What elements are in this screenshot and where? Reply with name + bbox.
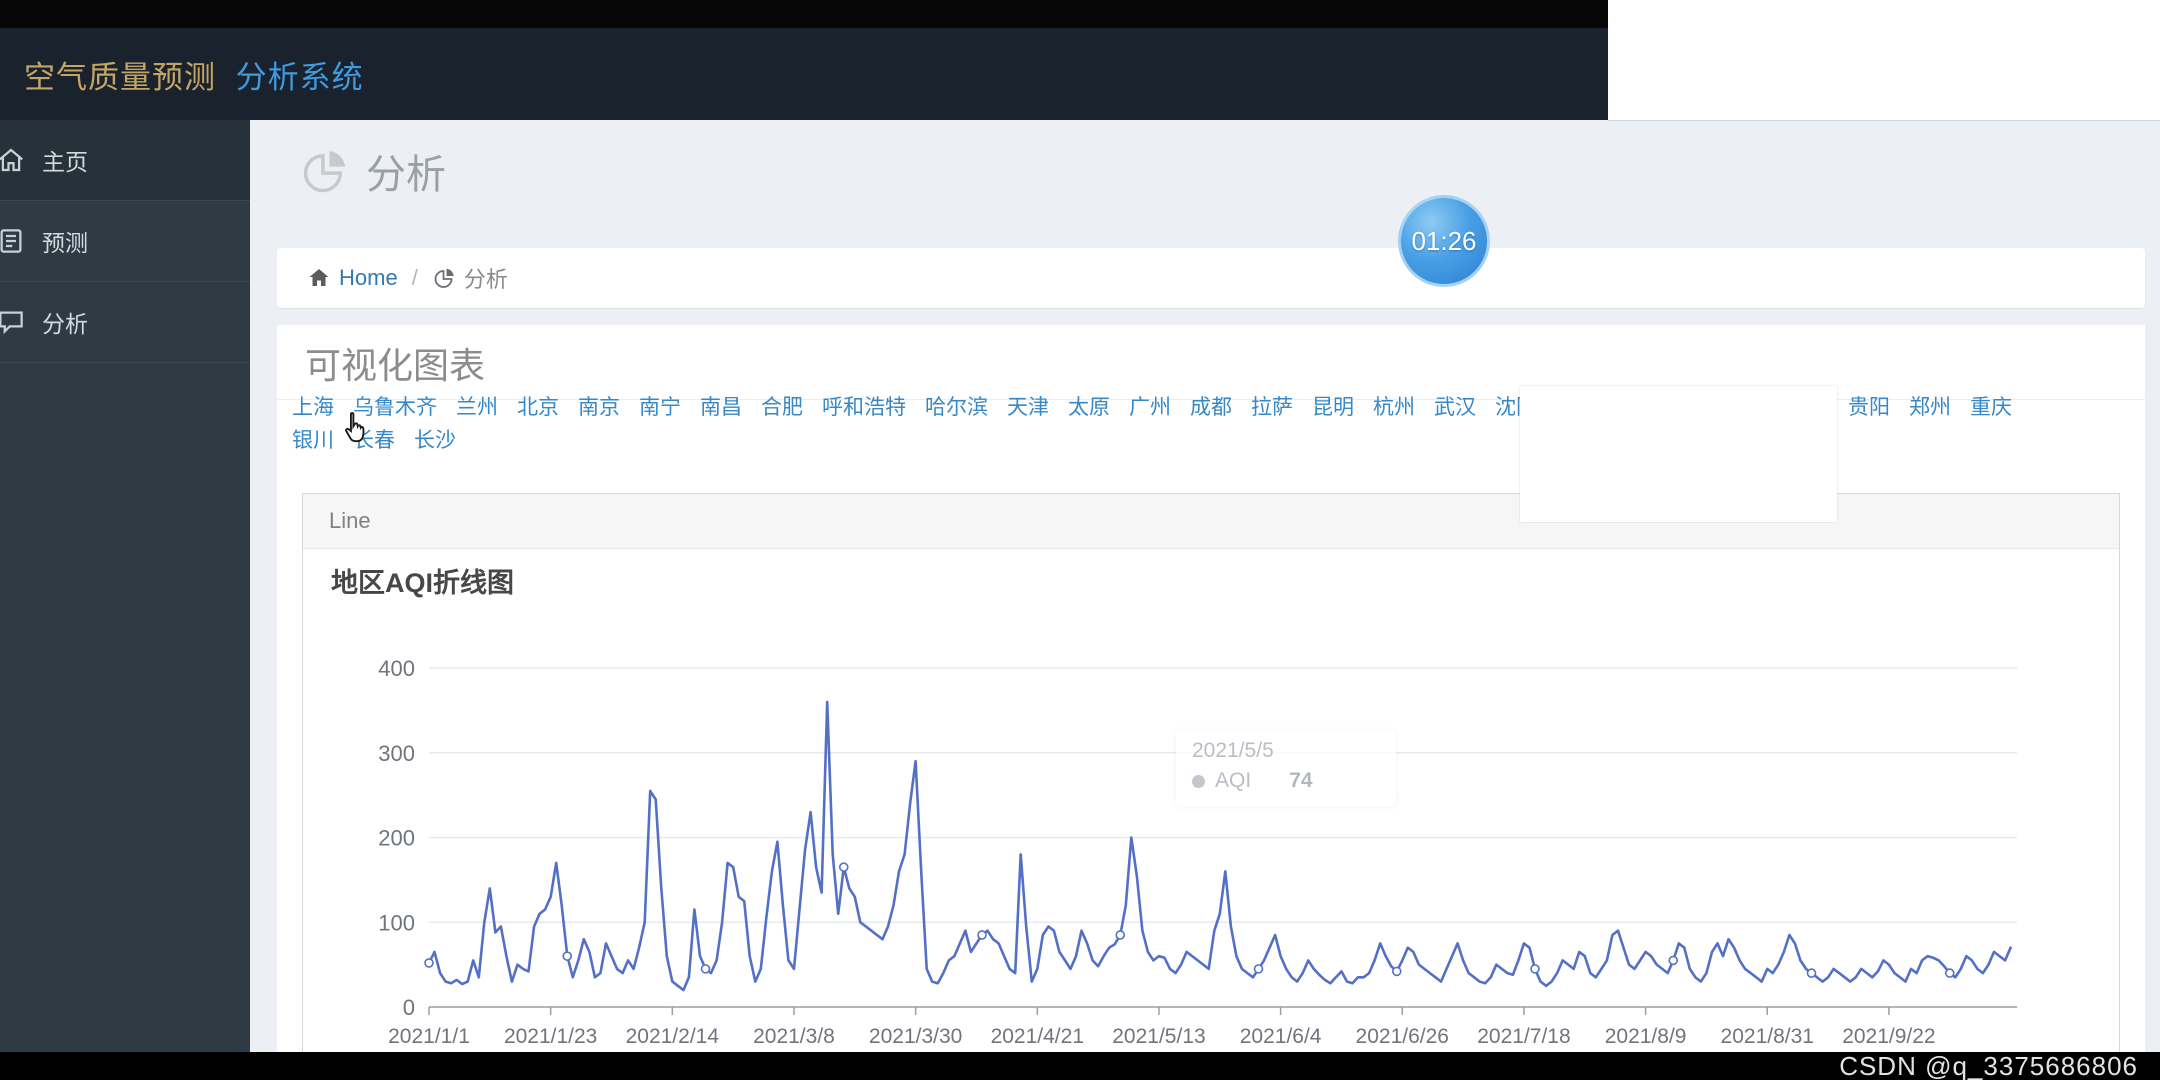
- city-link-杭州[interactable]: 杭州: [1373, 396, 1415, 419]
- city-link-南京[interactable]: 南京: [578, 396, 620, 419]
- sidebar-item-label: 预测: [42, 230, 88, 256]
- recording-timer-badge: 01:26: [1398, 195, 1490, 287]
- city-link-上海[interactable]: 上海: [292, 396, 334, 419]
- chart-tooltip: 2021/5/5 AQI 74: [1176, 731, 1396, 807]
- svg-text:2021/6/4: 2021/6/4: [1240, 1025, 1322, 1048]
- svg-text:2021/1/23: 2021/1/23: [504, 1025, 597, 1048]
- tooltip-value: 74: [1289, 769, 1313, 792]
- breadcrumb-separator: /: [411, 265, 418, 290]
- home-icon: [0, 145, 26, 175]
- svg-text:2021/8/9: 2021/8/9: [1605, 1025, 1687, 1048]
- svg-text:300: 300: [378, 741, 415, 766]
- svg-text:200: 200: [378, 826, 415, 851]
- panel-header: Line: [303, 494, 2119, 549]
- city-links-row-1: 上海 乌鲁木齐 兰州 北京 南京 南宁 南昌 合肥 呼和浩特 哈尔滨 天津 太原 广州 成都 拉萨 昆明 杭州武…: [292, 391, 1537, 421]
- city-link-贵阳[interactable]: 贵阳: [1848, 396, 1890, 419]
- city-link-合肥[interactable]: 合肥: [761, 396, 803, 419]
- pie-chart-icon: [432, 266, 456, 290]
- city-links-row-2: 银川 长春 长沙: [292, 424, 456, 454]
- city-link-广州[interactable]: 广州: [1129, 396, 1171, 419]
- app-title-secondary: 分析系统: [235, 59, 364, 95]
- city-link-呼和浩特[interactable]: 呼和浩特: [822, 396, 906, 419]
- mouse-cursor-icon: [338, 410, 372, 448]
- city-link-南昌[interactable]: 南昌: [700, 396, 742, 419]
- svg-text:2021/2/14: 2021/2/14: [626, 1025, 720, 1048]
- svg-text:2021/8/31: 2021/8/31: [1721, 1025, 1814, 1048]
- home-icon: [307, 266, 331, 290]
- white-patch-overlay: [1608, 0, 2160, 120]
- book-icon: [0, 226, 26, 256]
- aqi-line-chart[interactable]: 0 100 200 300 400 2021/1/1 2021/1/23 2021/2/14 2…: [303, 549, 2119, 1080]
- svg-text:400: 400: [378, 656, 415, 681]
- app-title-primary: 空气质量预测: [24, 59, 216, 95]
- city-link-银川[interactable]: 银川: [292, 429, 334, 452]
- city-link-长沙[interactable]: 长沙: [414, 429, 456, 452]
- city-link-成都[interactable]: 成都: [1190, 396, 1232, 419]
- sidebar-item-label: 分析: [42, 311, 88, 337]
- section-title: 可视化图表: [277, 325, 2145, 400]
- svg-text:2021/3/30: 2021/3/30: [869, 1025, 962, 1048]
- city-link-拉萨[interactable]: 拉萨: [1251, 396, 1293, 419]
- page-title: 分析: [366, 153, 446, 197]
- svg-text:2021/9/22: 2021/9/22: [1842, 1025, 1935, 1048]
- city-link-南宁[interactable]: 南宁: [639, 396, 681, 419]
- breadcrumb-home-link[interactable]: Home: [339, 265, 398, 290]
- city-link-太原[interactable]: 太原: [1068, 396, 1110, 419]
- city-link-兰州[interactable]: 兰州: [456, 396, 498, 419]
- city-link-郑州[interactable]: 郑州: [1909, 396, 1951, 419]
- chart-area: 地区AQI折线图 0 100 200 300 400 2021/1/1 2021/1/23 2…: [303, 549, 2119, 1080]
- breadcrumb: Home / 分析: [277, 248, 2145, 308]
- chat-icon: [0, 307, 26, 337]
- breadcrumb-current: 分析: [463, 267, 508, 292]
- bottom-letterbox-bar: CSDN @q_3375686806: [0, 1050, 2160, 1080]
- page-heading: 分析: [298, 142, 446, 200]
- sidebar-item-home[interactable]: 主页: [0, 120, 250, 201]
- city-link-重庆[interactable]: 重庆: [1970, 396, 2012, 419]
- city-link-乌鲁木齐[interactable]: 乌鲁木齐: [353, 396, 437, 419]
- city-link-北京[interactable]: 北京: [517, 396, 559, 419]
- line-chart-panel: Line 地区AQI折线图 0 100 200 300 400 2021/1/1 2021/…: [302, 493, 2120, 1080]
- city-links-right-group: 贵阳 郑州 重庆: [1848, 391, 2012, 421]
- sidebar-item-label: 主页: [42, 149, 88, 175]
- sidebar-nav: 主页 预测 分析: [0, 120, 250, 1052]
- svg-text:2021/7/18: 2021/7/18: [1477, 1025, 1570, 1048]
- svg-text:2021/3/8: 2021/3/8: [753, 1025, 835, 1048]
- city-link-天津[interactable]: 天津: [1007, 396, 1049, 419]
- city-link-昆明[interactable]: 昆明: [1312, 396, 1354, 419]
- city-link-哈尔滨[interactable]: 哈尔滨: [925, 396, 988, 419]
- tooltip-date: 2021/5/5: [1192, 739, 1274, 762]
- pie-chart-icon: [298, 145, 350, 197]
- white-patch-overlay: [1520, 386, 1837, 522]
- visualization-section: 可视化图表 上海 乌鲁木齐 兰州 北京 南京 南宁 南昌 合肥 呼和浩特 哈尔滨 天津 太原 广州 成都拉…: [277, 325, 2145, 1080]
- svg-text:2021/5/13: 2021/5/13: [1112, 1025, 1205, 1048]
- timer-text: 01:26: [1411, 225, 1477, 256]
- csdn-watermark: CSDN @q_3375686806: [1839, 1050, 2138, 1080]
- svg-text:2021/1/1: 2021/1/1: [388, 1025, 470, 1048]
- series-dot-icon: [1192, 774, 1205, 788]
- sidebar-item-predict[interactable]: 预测: [0, 201, 250, 282]
- svg-text:100: 100: [378, 910, 415, 935]
- city-link-武汉[interactable]: 武汉: [1434, 396, 1476, 419]
- tooltip-series: AQI: [1215, 769, 1252, 792]
- svg-text:0: 0: [403, 995, 415, 1020]
- app-title: 空气质量预测 分析系统: [24, 52, 364, 97]
- chart-title: 地区AQI折线图: [331, 568, 515, 598]
- sidebar-item-analysis[interactable]: 分析: [0, 282, 250, 363]
- svg-text:2021/6/26: 2021/6/26: [1356, 1025, 1449, 1048]
- svg-text:2021/4/21: 2021/4/21: [991, 1025, 1084, 1048]
